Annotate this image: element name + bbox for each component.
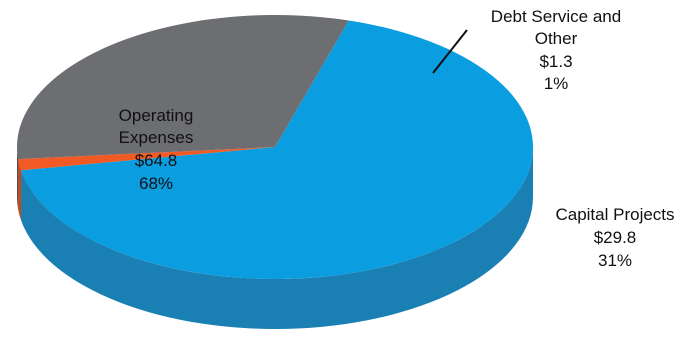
label-debt-service-value: $1.3 bbox=[539, 52, 572, 71]
pie-side-2 bbox=[17, 147, 19, 210]
label-debt-service: Debt Service and Other $1.3 1% bbox=[491, 7, 621, 93]
label-debt-service-percent: 1% bbox=[544, 74, 569, 93]
pie-slices bbox=[16, 14, 534, 279]
label-debt-service-name-1: Debt Service and bbox=[491, 7, 621, 26]
label-operating-expenses-value: $64.8 bbox=[135, 151, 178, 170]
label-operating-expenses-name-2: Expenses bbox=[119, 128, 194, 147]
label-operating-expenses-name-1: Operating bbox=[119, 106, 194, 125]
debt-service-leader-line bbox=[432, 29, 468, 74]
pie-slice-operating-expenses bbox=[21, 20, 534, 279]
pie-slice-capital-projects bbox=[16, 14, 349, 160]
label-debt-service-name-2: Other bbox=[535, 29, 578, 48]
pie-side-1 bbox=[18, 159, 22, 221]
label-capital-projects-value: $29.8 bbox=[594, 228, 637, 247]
label-capital-projects: Capital Projects $29.8 31% bbox=[555, 205, 674, 270]
label-operating-expenses: Operating Expenses $64.8 68% bbox=[119, 106, 194, 193]
pie-sides bbox=[17, 147, 533, 329]
label-capital-projects-name: Capital Projects bbox=[555, 205, 674, 224]
pie-side-0 bbox=[21, 147, 533, 329]
label-operating-expenses-percent: 68% bbox=[139, 174, 173, 193]
label-capital-projects-percent: 31% bbox=[598, 251, 632, 270]
pie-slice-debt-service-and-other bbox=[18, 147, 276, 171]
